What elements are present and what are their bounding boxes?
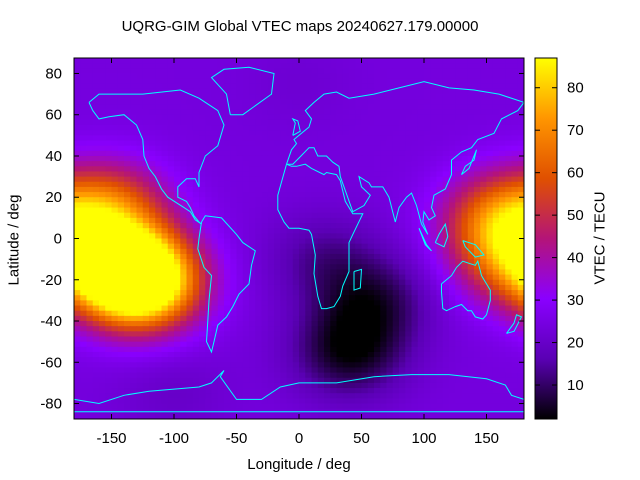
coastline-path (441, 259, 491, 320)
y-tick-label: 60 (45, 107, 62, 124)
x-tick-label: 150 (474, 430, 499, 447)
y-tick-label: 0 (54, 231, 62, 248)
colorbar-tick-label: 20 (567, 335, 584, 352)
y-tick-label: -60 (40, 354, 62, 371)
coastlines (74, 66, 524, 413)
coastline-path (462, 240, 485, 258)
coastline-path (277, 163, 364, 310)
y-axis-label: Latitude / deg (5, 194, 23, 286)
colorbar-label: VTEC / TECU (591, 191, 609, 285)
colorbar (534, 57, 558, 420)
coastline-path (74, 370, 524, 405)
y-tick-label: -80 (40, 396, 62, 413)
colorbar-tick-label: 10 (567, 377, 584, 394)
coastline-path (286, 81, 524, 235)
coastline-path (210, 66, 275, 116)
colorbar-tick-label: 50 (567, 207, 584, 224)
colorbar-tick-label: 80 (567, 80, 584, 97)
x-tick-label: -150 (96, 430, 126, 447)
coastline-path (353, 268, 363, 291)
colorbar-axis: 10 20 30 40 50 60 70 80 (535, 80, 584, 394)
coastline-path (418, 227, 432, 252)
y-tick-label: -40 (40, 313, 62, 330)
vtec-heatmap (74, 58, 524, 419)
x-tick-label: 50 (353, 430, 370, 447)
y-tick-label: 20 (45, 189, 62, 206)
y-tick-label: 40 (45, 148, 62, 165)
y-tick-label: 80 (45, 65, 62, 82)
coastline-path (461, 149, 477, 175)
colorbar-tick-label: 70 (567, 122, 584, 139)
colorbar-tick-label: 60 (567, 165, 584, 182)
x-tick-label: -100 (159, 430, 189, 447)
x-axis: -150 -100 -50 0 50 100 150 (96, 58, 499, 447)
coastline-path (506, 314, 523, 334)
coastline-path (434, 222, 449, 248)
y-axis: -80 -60 -40 -20 0 20 40 60 80 (40, 65, 524, 413)
x-tick-label: 100 (411, 430, 436, 447)
coastline-path (197, 215, 256, 354)
x-tick-label: 0 (295, 430, 303, 447)
colorbar-tick-label: 30 (567, 292, 584, 309)
coastline-path (291, 117, 301, 136)
chart-title: UQRG-GIM Global VTEC maps 20240627.179.0… (121, 18, 479, 35)
colorbar-tick-label: 40 (567, 250, 584, 267)
y-tick-label: -20 (40, 272, 62, 289)
coastline-path (88, 89, 225, 225)
x-tick-label: -50 (226, 430, 248, 447)
x-axis-label: Longitude / deg (247, 456, 351, 473)
